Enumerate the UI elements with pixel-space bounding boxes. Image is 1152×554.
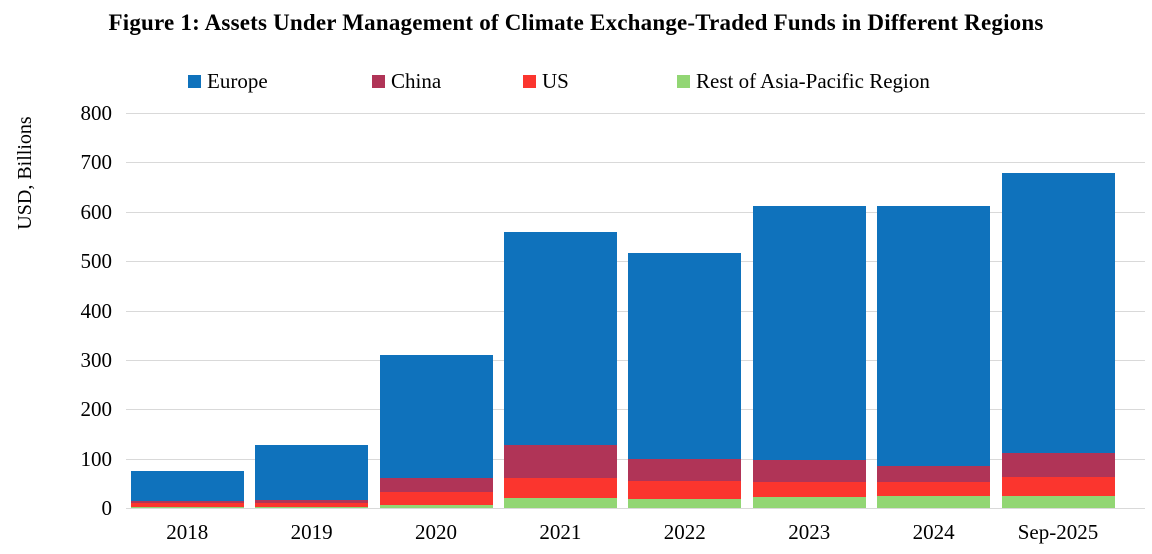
bar-segment-us-sep-2025 xyxy=(1001,477,1115,497)
bar-segment-europe-2020 xyxy=(379,355,493,478)
x-tick-label-2023: 2023 xyxy=(788,520,831,544)
bar-segment-us-2020 xyxy=(379,492,493,505)
gridline-0 xyxy=(126,508,1145,509)
legend-swatch-rest-of-asia-pacific-region xyxy=(677,74,690,88)
bar-segment-rest-of-asia-pacific-region-sep-2025 xyxy=(1001,496,1115,509)
legend-item-europe: Europe xyxy=(188,69,268,93)
gridline-700 xyxy=(126,162,1145,164)
bar-segment-us-2021 xyxy=(503,477,617,499)
bar-segment-europe-2018 xyxy=(130,471,244,501)
legend-swatch-china xyxy=(372,74,385,88)
y-tick-label-100: 100 xyxy=(80,446,113,471)
legend-swatch-europe xyxy=(188,74,201,88)
x-tick-label-2019: 2019 xyxy=(290,520,333,544)
x-tick-label-2020: 2020 xyxy=(415,520,457,544)
bar-segment-rest-of-asia-pacific-region-2023 xyxy=(752,497,866,508)
legend-item-china: China xyxy=(372,69,441,93)
bar-segment-rest-of-asia-pacific-region-2021 xyxy=(503,498,617,508)
bar-segment-china-2020 xyxy=(379,477,493,493)
legend-swatch-us xyxy=(523,74,536,88)
bar-2018 xyxy=(130,471,244,508)
bar-segment-china-2024 xyxy=(877,465,991,483)
y-tick-label-500: 500 xyxy=(80,249,113,274)
bar-segment-us-2022 xyxy=(628,480,742,499)
bar-segment-china-2021 xyxy=(503,444,617,478)
bar-segment-us-2023 xyxy=(752,482,866,498)
bar-segment-china-2018 xyxy=(130,500,244,503)
y-tick-label-300: 300 xyxy=(80,347,113,372)
y-tick-label-400: 400 xyxy=(80,298,113,323)
legend-label-china: China xyxy=(391,68,442,93)
bar-2024 xyxy=(877,206,991,508)
gridline-600 xyxy=(126,211,1145,213)
bar-segment-rest-of-asia-pacific-region-2022 xyxy=(628,498,742,508)
plot-area xyxy=(126,113,1145,509)
bar-segment-china-sep-2025 xyxy=(1001,453,1115,478)
bar-2020 xyxy=(379,355,493,508)
figure-title: Figure 1: Assets Under Management of Cli… xyxy=(108,10,1044,35)
x-tick-label-2024: 2024 xyxy=(912,520,955,544)
gridline-800 xyxy=(126,113,1145,114)
y-tick-label-200: 200 xyxy=(80,397,113,422)
bar-2023 xyxy=(752,206,866,508)
bar-segment-us-2018 xyxy=(130,502,244,508)
bar-segment-china-2023 xyxy=(752,459,866,483)
y-tick-label-700: 700 xyxy=(80,150,113,175)
y-tick-label-0: 0 xyxy=(101,496,113,520)
bar-segment-us-2019 xyxy=(255,502,369,507)
bar-sep-2025 xyxy=(1001,173,1115,509)
bar-2022 xyxy=(628,253,742,508)
bar-2019 xyxy=(255,445,369,509)
x-tick-label-2018: 2018 xyxy=(166,520,209,544)
bar-segment-rest-of-asia-pacific-region-2019 xyxy=(255,506,369,509)
bar-segment-rest-of-asia-pacific-region-2020 xyxy=(379,504,493,508)
legend-label-rest-of-asia-pacific-region: Rest of Asia-Pacific Region xyxy=(696,68,930,93)
x-tick-label-2021: 2021 xyxy=(539,520,582,544)
bar-segment-china-2019 xyxy=(255,499,369,503)
y-tick-label-600: 600 xyxy=(80,199,113,224)
legend-label-us: US xyxy=(542,68,569,93)
x-tick-label-2022: 2022 xyxy=(663,520,706,544)
legend-item-us: US xyxy=(523,69,569,93)
bar-2021 xyxy=(503,232,617,508)
bar-segment-us-2024 xyxy=(877,482,991,497)
bar-segment-europe-2024 xyxy=(877,206,991,466)
bar-segment-rest-of-asia-pacific-region-2024 xyxy=(877,496,991,508)
bar-segment-rest-of-asia-pacific-region-2018 xyxy=(130,507,244,508)
bar-segment-europe-2022 xyxy=(628,253,742,459)
x-tick-label-sep-2025: Sep-2025 xyxy=(1017,520,1099,544)
bar-segment-europe-2021 xyxy=(503,232,617,445)
legend-item-rest-of-asia-pacific-region: Rest of Asia-Pacific Region xyxy=(677,69,930,93)
y-tick-label-800: 800 xyxy=(80,101,113,125)
legend-label-europe: Europe xyxy=(207,68,268,93)
bar-segment-china-2022 xyxy=(628,458,742,481)
bar-segment-europe-2023 xyxy=(752,206,866,460)
bar-segment-europe-sep-2025 xyxy=(1001,173,1115,454)
bar-segment-europe-2019 xyxy=(255,445,369,500)
